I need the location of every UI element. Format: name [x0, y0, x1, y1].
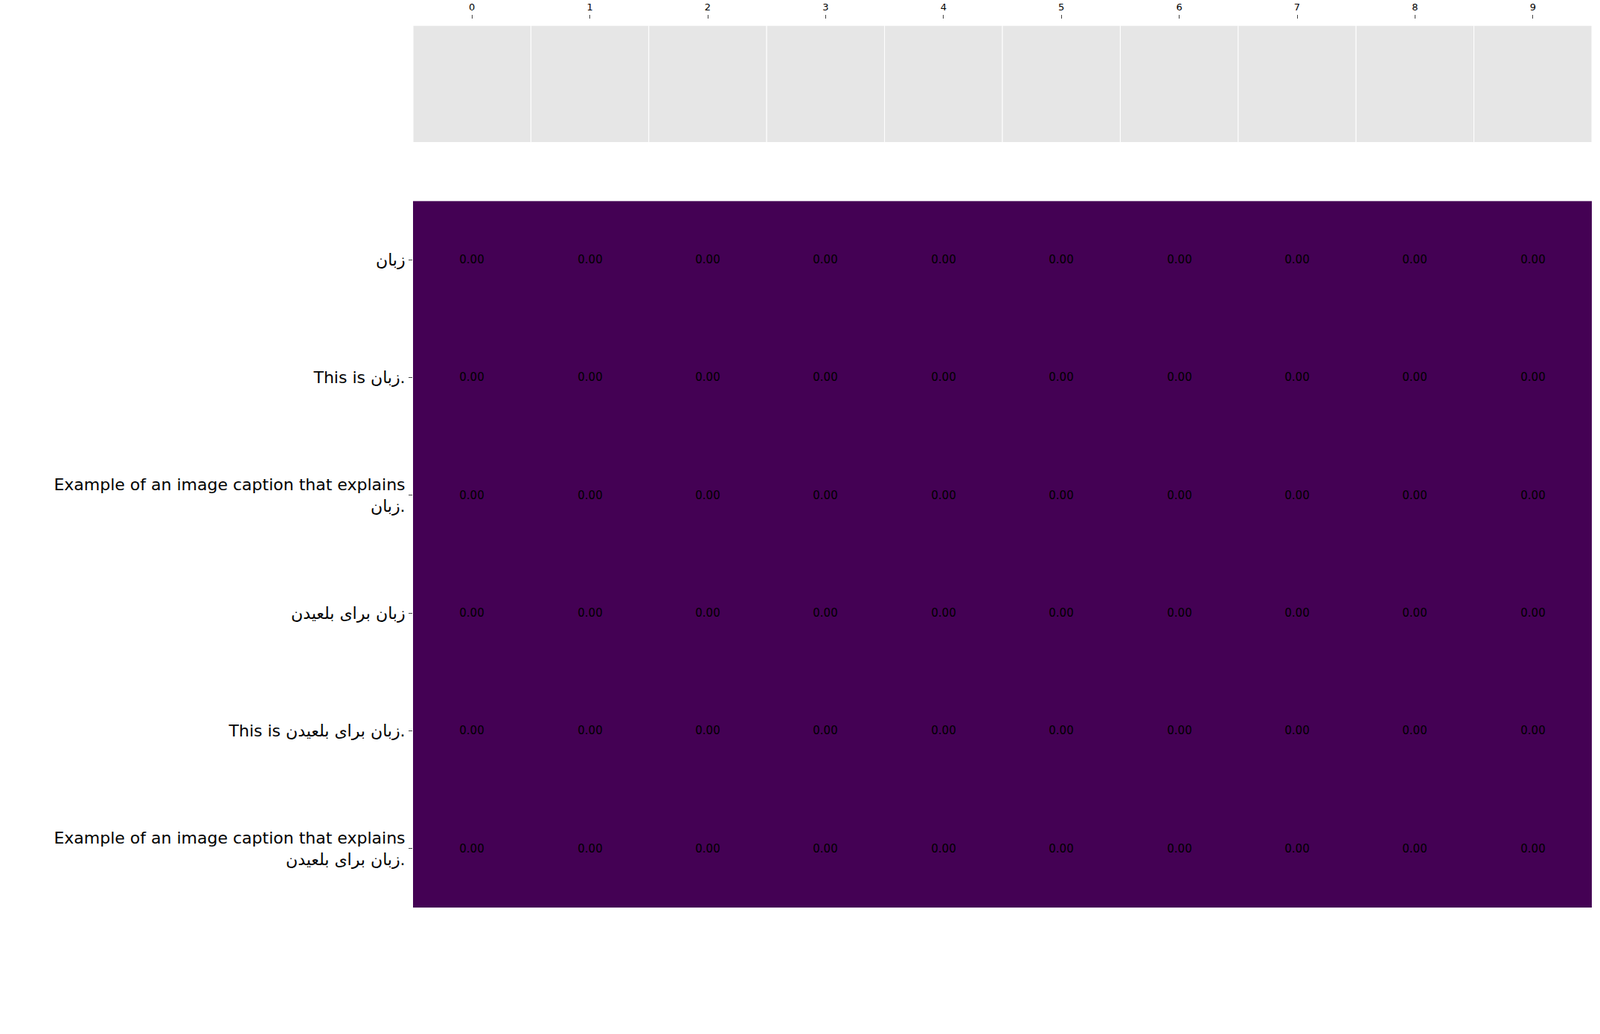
svg-text:0.00: 0.00 [930, 842, 956, 856]
svg-text:0.00: 0.00 [1520, 488, 1545, 503]
svg-text:7: 7 [1294, 1, 1301, 13]
svg-text:0.00: 0.00 [459, 842, 484, 856]
svg-text:0.00: 0.00 [1284, 370, 1310, 384]
svg-text:0.00: 0.00 [1520, 724, 1545, 738]
svg-text:0.00: 0.00 [930, 370, 956, 384]
svg-text:3: 3 [822, 1, 829, 13]
svg-text:0.00: 0.00 [1402, 842, 1427, 856]
svg-text:0.00: 0.00 [577, 724, 603, 738]
svg-text:0.00: 0.00 [1402, 253, 1427, 267]
svg-text:4: 4 [940, 1, 947, 13]
svg-text:0.00: 0.00 [812, 724, 838, 738]
svg-text:0.00: 0.00 [695, 253, 720, 267]
svg-text:0.00: 0.00 [1284, 724, 1310, 738]
svg-text:0.00: 0.00 [812, 606, 838, 620]
svg-text:0.00: 0.00 [577, 606, 603, 620]
svg-text:0.00: 0.00 [1284, 606, 1310, 620]
svg-text:This is زبان برای بلعیدن.: This is زبان برای بلعیدن. [228, 721, 406, 741]
svg-text:0.00: 0.00 [695, 724, 720, 738]
svg-text:0.00: 0.00 [577, 370, 603, 384]
svg-text:1: 1 [586, 1, 593, 13]
svg-text:0.00: 0.00 [1166, 606, 1192, 620]
svg-text:0.00: 0.00 [577, 488, 603, 503]
svg-text:0.00: 0.00 [459, 606, 484, 620]
svg-text:0.00: 0.00 [1520, 606, 1545, 620]
svg-text:0.00: 0.00 [695, 370, 720, 384]
svg-text:0.00: 0.00 [930, 253, 956, 267]
svg-text:0.00: 0.00 [1048, 370, 1074, 384]
svg-text:0.00: 0.00 [1166, 842, 1192, 856]
svg-text:0.00: 0.00 [577, 842, 603, 856]
svg-text:0.00: 0.00 [812, 253, 838, 267]
svg-text:0.00: 0.00 [459, 253, 484, 267]
svg-text:0.00: 0.00 [812, 842, 838, 856]
svg-text:0.00: 0.00 [1520, 253, 1545, 267]
svg-text:0.00: 0.00 [812, 370, 838, 384]
svg-text:0.00: 0.00 [812, 488, 838, 503]
svg-text:0.00: 0.00 [1284, 842, 1310, 856]
svg-text:This is زبان.: This is زبان. [312, 368, 405, 387]
svg-text:0.00: 0.00 [1284, 253, 1310, 267]
svg-text:0.00: 0.00 [1166, 253, 1192, 267]
svg-text:0.00: 0.00 [1520, 842, 1545, 856]
svg-text:0.00: 0.00 [577, 253, 603, 267]
svg-text:0.00: 0.00 [1402, 370, 1427, 384]
svg-text:0.00: 0.00 [930, 488, 956, 503]
svg-text:2: 2 [704, 1, 711, 13]
svg-text:Example of an image caption th: Example of an image caption that explain… [53, 475, 405, 516]
svg-text:زبان: زبان [375, 250, 406, 270]
svg-text:0.00: 0.00 [930, 724, 956, 738]
svg-text:0.00: 0.00 [1402, 724, 1427, 738]
svg-text:0.00: 0.00 [1048, 724, 1074, 738]
svg-text:0.00: 0.00 [1048, 606, 1074, 620]
svg-text:0.00: 0.00 [695, 606, 720, 620]
svg-text:0.00: 0.00 [1166, 370, 1192, 384]
svg-text:0.00: 0.00 [459, 370, 484, 384]
svg-text:5: 5 [1058, 1, 1065, 13]
svg-text:6: 6 [1175, 1, 1182, 13]
svg-text:0: 0 [468, 1, 475, 13]
svg-text:0.00: 0.00 [1048, 253, 1074, 267]
svg-text:0.00: 0.00 [1284, 488, 1310, 503]
svg-text:0.00: 0.00 [1402, 488, 1427, 503]
svg-text:0.00: 0.00 [1402, 606, 1427, 620]
svg-text:0.00: 0.00 [459, 488, 484, 503]
svg-text:9: 9 [1530, 1, 1536, 13]
svg-text:0.00: 0.00 [930, 606, 956, 620]
svg-text:0.00: 0.00 [1048, 488, 1074, 503]
svg-text:8: 8 [1411, 1, 1418, 13]
svg-text:زبان برای بلعیدن: زبان برای بلعیدن [290, 604, 406, 623]
svg-text:Example of an image caption th: Example of an image caption that explain… [53, 829, 405, 870]
svg-text:0.00: 0.00 [695, 842, 720, 856]
svg-text:0.00: 0.00 [1166, 724, 1192, 738]
svg-text:0.00: 0.00 [1166, 488, 1192, 503]
svg-text:0.00: 0.00 [459, 724, 484, 738]
svg-text:0.00: 0.00 [1048, 842, 1074, 856]
svg-text:0.00: 0.00 [695, 488, 720, 503]
svg-text:0.00: 0.00 [1520, 370, 1545, 384]
